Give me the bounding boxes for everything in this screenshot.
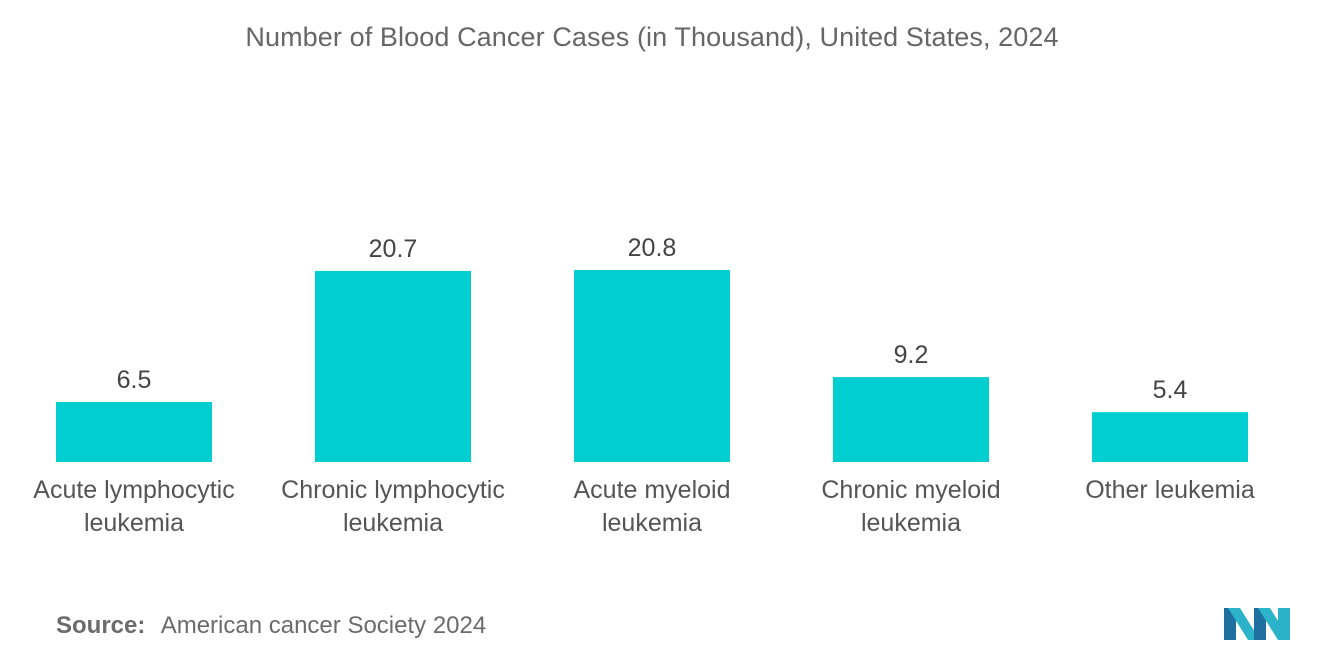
category-label-2-line-1: leukemia: [602, 509, 702, 537]
chart-title: Number of Blood Cancer Cases (in Thousan…: [245, 22, 1059, 52]
bar-0: [56, 402, 212, 462]
value-labels-group: 6.5 20.7 20.8 9.2 5.4: [117, 234, 1188, 404]
bar-chart: 6.5 20.7 20.8 9.2 5.4 Acute lymphocytic leuke…: [33, 234, 1255, 537]
category-labels-group: Acute lymphocytic leukemia Chronic lymphoc…: [33, 476, 1255, 537]
category-label-4-line-0: Other leukemia: [1085, 476, 1255, 504]
category-label-0-line-0: Acute lymphocytic: [33, 476, 234, 504]
mordor-intelligence-logo-icon: [1224, 608, 1290, 640]
bars-group: [56, 270, 1248, 462]
value-label-2: 20.8: [628, 234, 677, 262]
source-text: American cancer Society 2024: [160, 612, 487, 639]
value-label-3: 9.2: [894, 341, 929, 369]
logo-shape-diagonal-1: [1228, 608, 1260, 640]
source-label: Source:: [56, 612, 146, 639]
category-label-0-line-1: leukemia: [84, 509, 184, 537]
value-label-1: 20.7: [369, 235, 418, 263]
bar-3: [833, 377, 989, 462]
value-label-4: 5.4: [1153, 376, 1188, 404]
logo-shape-right: [1278, 608, 1290, 640]
bar-1: [315, 270, 471, 462]
bar-2: [574, 270, 730, 462]
category-label-3-line-1: leukemia: [861, 509, 961, 537]
category-label-3-line-0: Chronic myeloid: [821, 476, 1000, 504]
source-note: Source: American cancer Society 2024: [56, 612, 486, 640]
category-label-1-line-0: Chronic lymphocytic: [281, 476, 505, 504]
category-label-1-line-1: leukemia: [343, 509, 443, 537]
category-label-2-line-0: Acute myeloid: [573, 476, 730, 504]
bar-4: [1092, 412, 1248, 462]
value-label-0: 6.5: [117, 366, 152, 394]
